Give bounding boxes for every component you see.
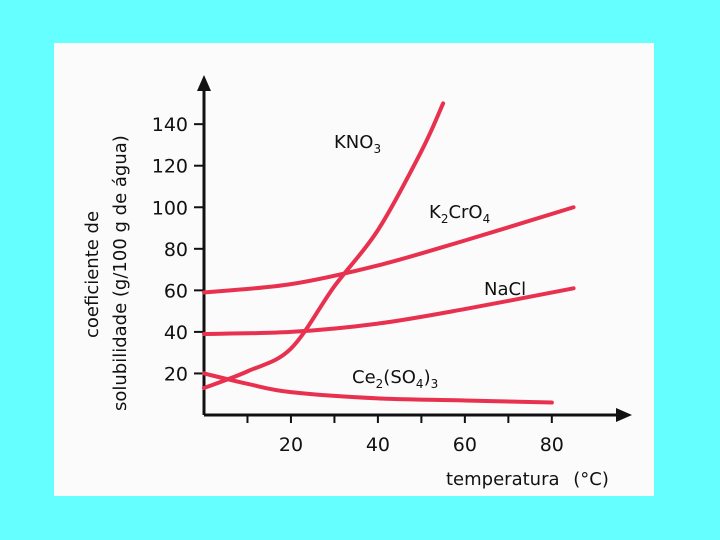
series-label-subscript: 2 [441,212,449,226]
y-axis-arrow-icon [197,75,211,91]
chart-card: 20 40 60 80 20 40 60 80 100 120 140 KNO3 K2CrO4 NaCl… [54,43,654,496]
series-line-3 [202,371,554,405]
series-label-text: Ce [352,367,376,388]
x-axis-unit: (°C) [573,469,609,490]
x-tick-label: 60 [453,434,477,456]
series-label-3: Ce2(SO4)3 [352,367,438,391]
series-label-subscript: 2 [376,377,384,391]
x-tick-label: 20 [279,434,303,456]
x-axis-title: temperatura (°C) [446,469,609,490]
ticks: 20 40 60 80 20 40 60 80 100 120 140 [152,114,564,456]
series-label-subscript: 3 [431,377,439,391]
series-label-text: KNO [334,132,373,153]
series-label-subscript: 3 [373,142,381,156]
series-label-1: K2CrO4 [429,202,490,226]
series-line-2 [202,286,576,336]
x-axis-title-text: temperatura [446,469,560,490]
series-label-0: KNO3 [334,132,381,156]
series-line-1 [202,205,576,295]
y-tick-label: 40 [164,322,188,344]
y-tick-label: 140 [152,114,188,136]
series-lines [202,101,576,405]
y-tick-label: 100 [152,197,188,219]
series-label-2: NaCl [484,279,526,300]
x-tick-label: 80 [540,434,564,456]
y-tick-label: 60 [164,280,188,302]
series-label-text: K [429,202,442,223]
x-axis-arrow-icon [616,408,632,422]
series-label-text: CrO [448,202,482,223]
y-tick-label: 120 [152,156,188,178]
series-line-0 [202,101,446,390]
y-tick-label: 80 [164,239,188,261]
series-label-subscript: 4 [416,377,424,391]
series-label-text: NaCl [484,279,526,300]
y-axis-title-line2: solubilidade (g/100 g de água) [110,135,131,411]
series-label-subscript: 4 [483,212,491,226]
y-axis-title-line1: coeficiente de [82,211,103,338]
series-label-text: (SO [383,367,416,388]
y-tick-label: 20 [164,363,188,385]
series-label-text: ) [424,367,431,388]
x-tick-label: 40 [366,434,390,456]
